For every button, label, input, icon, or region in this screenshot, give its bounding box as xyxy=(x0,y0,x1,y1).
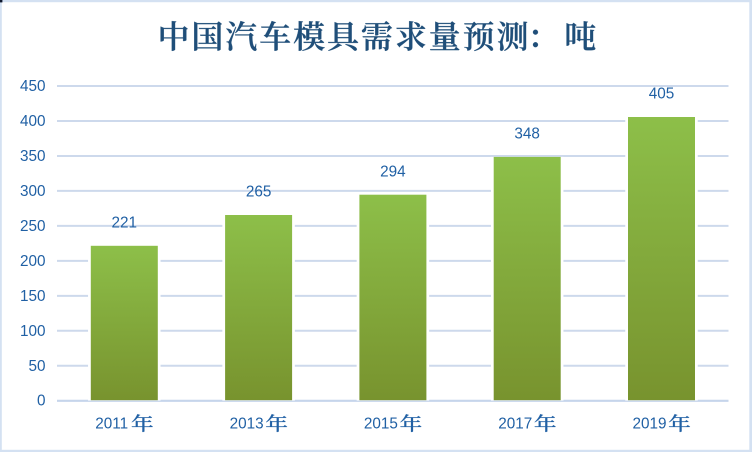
svg-text:2011: 2011 xyxy=(95,416,128,433)
svg-text:348: 348 xyxy=(514,126,540,143)
svg-text:2013: 2013 xyxy=(230,416,264,433)
svg-text:2017: 2017 xyxy=(498,416,532,433)
svg-text:100: 100 xyxy=(20,323,46,340)
svg-text:400: 400 xyxy=(20,113,46,130)
svg-text:250: 250 xyxy=(20,218,46,235)
svg-text:405: 405 xyxy=(649,86,675,103)
svg-text:450: 450 xyxy=(20,78,46,95)
svg-text:150: 150 xyxy=(20,288,46,305)
svg-text:200: 200 xyxy=(20,253,46,270)
svg-text:0: 0 xyxy=(37,393,46,410)
svg-text:294: 294 xyxy=(380,163,406,180)
svg-text:300: 300 xyxy=(20,183,46,200)
svg-text:350: 350 xyxy=(20,148,46,165)
svg-text:221: 221 xyxy=(112,215,138,232)
svg-text:50: 50 xyxy=(28,358,45,375)
svg-text:2015: 2015 xyxy=(364,416,398,433)
svg-text:2019: 2019 xyxy=(633,416,667,433)
svg-text:265: 265 xyxy=(246,184,272,201)
